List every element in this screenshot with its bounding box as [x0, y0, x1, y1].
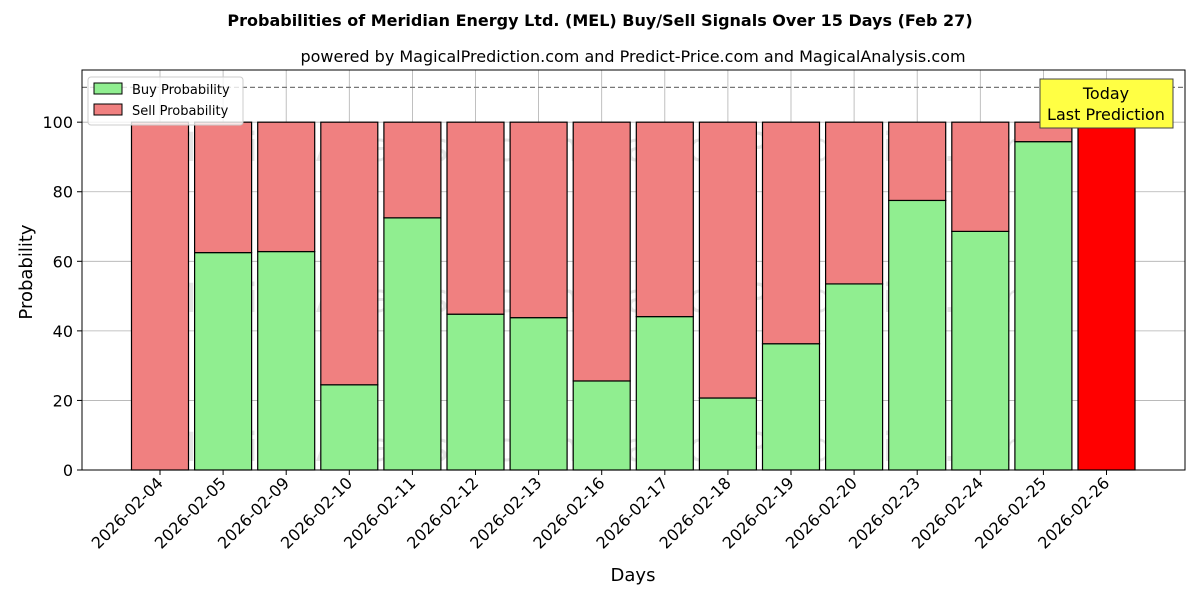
bar-sell [320, 121, 379, 386]
bar-sell [824, 121, 884, 285]
bar-sell [761, 121, 821, 345]
annotation-box [1039, 78, 1174, 129]
bar-sell [446, 121, 505, 315]
bar-buy [509, 317, 568, 471]
bar-sell [509, 121, 568, 319]
y-ticks: 0 20 40 60 80 100 [42, 113, 82, 480]
bar-sell [1077, 121, 1136, 471]
bar-sell [572, 121, 631, 382]
annotation-line: Last Prediction [1047, 105, 1165, 124]
bar-sell [194, 121, 253, 254]
legend-box [87, 76, 244, 126]
y-tick-label: 40 [53, 322, 73, 341]
bar-buy [635, 316, 694, 471]
annotation-line: Today [1082, 84, 1129, 103]
bar-buy [446, 313, 505, 471]
legend-swatch [93, 82, 123, 95]
x-axis-label: Days [611, 565, 656, 586]
bars [130, 121, 1136, 471]
bar-buy [257, 250, 316, 471]
annotation: Today Last Prediction [1039, 78, 1174, 129]
bar-buy [951, 230, 1010, 471]
bar-buy [1014, 141, 1073, 471]
legend: Buy Probability Sell Probability [87, 76, 244, 126]
bar-sell [888, 121, 947, 202]
plot-frame [81, 69, 1186, 471]
bar-buy [572, 380, 631, 471]
bar-buy [888, 199, 947, 471]
chart-subtitle: powered by MagicalPrediction.com and Pre… [300, 47, 965, 66]
axes [81, 69, 1186, 471]
y-tick-label: 80 [53, 183, 73, 202]
bar-buy [698, 397, 758, 471]
y-tick-label: 100 [42, 113, 73, 132]
bar-buy [383, 217, 442, 471]
bar-buy [320, 384, 379, 471]
bar-sell [951, 121, 1010, 232]
chart-title: Probabilities of Meridian Energy Ltd. (M… [227, 11, 972, 30]
legend-swatch [93, 103, 123, 116]
legend-label: Buy Probability [132, 83, 230, 98]
bar-sell [257, 121, 316, 253]
bar-sell [635, 121, 694, 318]
legend-label: Sell Probability [132, 104, 229, 119]
x-ticks: 2026-02-042026-02-052026-02-092026-02-10… [88, 470, 1113, 553]
y-axis-label: Probability [16, 224, 37, 319]
y-tick-label: 60 [53, 252, 73, 271]
bar-buy [761, 343, 821, 471]
bar-sell [383, 121, 442, 219]
y-tick-label: 20 [53, 391, 73, 410]
bar-buy [194, 252, 253, 471]
bar-buy [824, 283, 884, 471]
bar-sell [130, 121, 190, 471]
y-tick-label: 0 [63, 461, 73, 480]
bar-sell [698, 121, 758, 399]
